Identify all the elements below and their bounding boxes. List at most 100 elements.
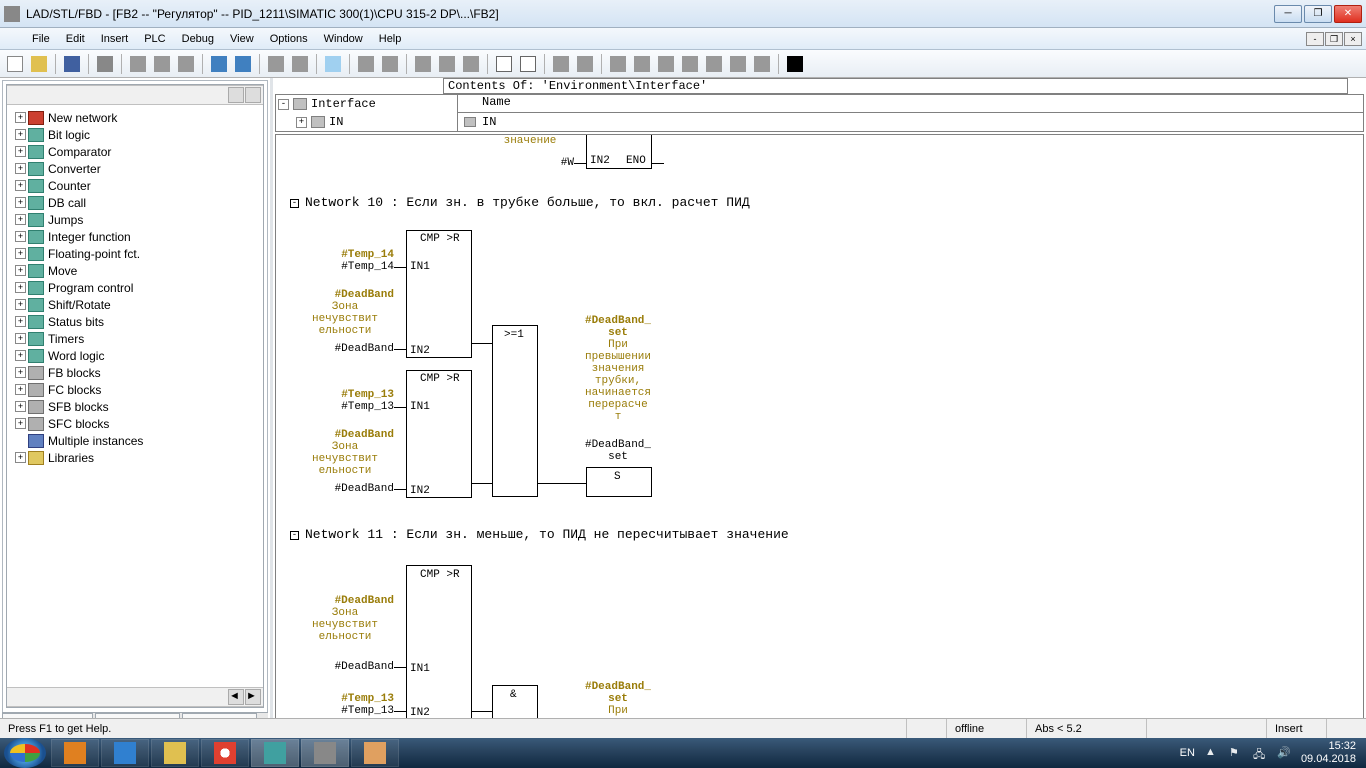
- tree-item-integer-function[interactable]: +Integer function: [9, 228, 261, 245]
- tb-el4[interactable]: [679, 53, 701, 75]
- tree-item-jumps[interactable]: +Jumps: [9, 211, 261, 228]
- tb-monitor[interactable]: [322, 53, 344, 75]
- task-ie[interactable]: [101, 739, 149, 767]
- tb-new[interactable]: [4, 53, 26, 75]
- tray-vol-icon[interactable]: 🔊: [1277, 746, 1291, 760]
- network-11-header[interactable]: -Network 11 : Если зн. меньше, то ПИД не…: [290, 527, 789, 542]
- tree-item-sfc-blocks[interactable]: +SFC blocks: [9, 415, 261, 432]
- iface-name-value[interactable]: IN: [482, 115, 496, 129]
- menu-insert[interactable]: Insert: [93, 31, 137, 47]
- tree-item-word-logic[interactable]: +Word logic: [9, 347, 261, 364]
- menu-window[interactable]: Window: [316, 31, 371, 47]
- mdi-minimize[interactable]: -: [1306, 32, 1324, 46]
- tree-item-program-control[interactable]: +Program control: [9, 279, 261, 296]
- left-tool-close[interactable]: [245, 87, 261, 103]
- tree-item-shift-rotate[interactable]: +Shift/Rotate: [9, 296, 261, 313]
- menu-edit[interactable]: Edit: [58, 31, 93, 47]
- tray-flag-icon[interactable]: ⚑: [1229, 746, 1243, 760]
- menu-options[interactable]: Options: [262, 31, 316, 47]
- tree-item-db-call[interactable]: +DB call: [9, 194, 261, 211]
- tb-el6[interactable]: [727, 53, 749, 75]
- tb-print[interactable]: [94, 53, 116, 75]
- tb-ref[interactable]: [379, 53, 401, 75]
- tree-item-converter[interactable]: +Converter: [9, 160, 261, 177]
- tb-el1[interactable]: [607, 53, 629, 75]
- tb-goto2[interactable]: [436, 53, 458, 75]
- tree-item-status-bits[interactable]: +Status bits: [9, 313, 261, 330]
- tb-copy[interactable]: [151, 53, 173, 75]
- tree-item-new-network[interactable]: +New network: [9, 109, 261, 126]
- mdi-close[interactable]: ×: [1344, 32, 1362, 46]
- tb-goto1[interactable]: [412, 53, 434, 75]
- task-simatic[interactable]: [251, 739, 299, 767]
- tray-clock[interactable]: 15:32 09.04.2018: [1301, 740, 1356, 766]
- tb-goto3[interactable]: [460, 53, 482, 75]
- task-chrome[interactable]: [201, 739, 249, 767]
- left-panel: +New network+Bit logic+Comparator+Conver…: [0, 78, 270, 738]
- cmp-box-1[interactable]: [406, 230, 472, 358]
- tree-item-fc-blocks[interactable]: +FC blocks: [9, 381, 261, 398]
- tb-net1[interactable]: [550, 53, 572, 75]
- menu-help[interactable]: Help: [371, 31, 410, 47]
- element-tree[interactable]: +New network+Bit logic+Comparator+Conver…: [7, 105, 263, 687]
- tb-upload[interactable]: [289, 53, 311, 75]
- tree-scroll-left[interactable]: ◄: [228, 689, 244, 705]
- task-explorer[interactable]: [151, 739, 199, 767]
- tb-el5[interactable]: [703, 53, 725, 75]
- tb-el7[interactable]: [751, 53, 773, 75]
- tb-net2[interactable]: [574, 53, 596, 75]
- tb-el2[interactable]: [631, 53, 653, 75]
- tray-arrow-icon[interactable]: ▲: [1205, 746, 1219, 760]
- tb-paste[interactable]: [175, 53, 197, 75]
- close-button[interactable]: ✕: [1334, 5, 1362, 23]
- iface-in[interactable]: IN: [329, 115, 343, 129]
- tray-net-icon[interactable]: 🖧: [1253, 746, 1267, 760]
- tb-symbol[interactable]: [355, 53, 377, 75]
- tb-open[interactable]: [28, 53, 50, 75]
- menu-file[interactable]: File: [24, 31, 58, 47]
- tree-item-libraries[interactable]: +Libraries: [9, 449, 261, 466]
- toolbar: [0, 50, 1366, 78]
- task-ladstl[interactable]: [301, 739, 349, 767]
- tree-scroll-right[interactable]: ►: [245, 689, 261, 705]
- tree-item-floating-point-fct-[interactable]: +Floating-point fct.: [9, 245, 261, 262]
- tb-view1[interactable]: [493, 53, 515, 75]
- menu-view[interactable]: View: [222, 31, 262, 47]
- tb-undo[interactable]: [208, 53, 230, 75]
- tree-item-multiple-instances[interactable]: Multiple instances: [9, 432, 261, 449]
- menu-plc[interactable]: PLC: [136, 31, 173, 47]
- tb-download[interactable]: [265, 53, 287, 75]
- task-wmp[interactable]: [51, 739, 99, 767]
- tree-item-move[interactable]: +Move: [9, 262, 261, 279]
- frag-w: #W: [526, 157, 574, 169]
- tree-item-comparator[interactable]: +Comparator: [9, 143, 261, 160]
- tb-el3[interactable]: [655, 53, 677, 75]
- minimize-button[interactable]: ─: [1274, 5, 1302, 23]
- menu-debug[interactable]: Debug: [174, 31, 222, 47]
- tree-item-timers[interactable]: +Timers: [9, 330, 261, 347]
- tree-item-fb-blocks[interactable]: +FB blocks: [9, 364, 261, 381]
- task-paint[interactable]: [351, 739, 399, 767]
- iface-root[interactable]: Interface: [311, 97, 376, 111]
- taskbar: EN ▲ ⚑ 🖧 🔊 15:32 09.04.2018: [0, 738, 1366, 768]
- tree-item-bit-logic[interactable]: +Bit logic: [9, 126, 261, 143]
- maximize-button[interactable]: ❐: [1304, 5, 1332, 23]
- status-offline: offline: [946, 719, 1026, 738]
- tb-cut[interactable]: [127, 53, 149, 75]
- system-tray[interactable]: EN ▲ ⚑ 🖧 🔊 15:32 09.04.2018: [1170, 740, 1366, 766]
- start-button[interactable]: [4, 738, 46, 768]
- cmp-box-2[interactable]: [406, 370, 472, 498]
- tb-help[interactable]: [784, 53, 806, 75]
- network-10-header[interactable]: -Network 10 : Если зн. в трубке больше, …: [290, 195, 750, 210]
- tree-item-sfb-blocks[interactable]: +SFB blocks: [9, 398, 261, 415]
- left-tool-1[interactable]: [228, 87, 244, 103]
- window-title: LAD/STL/FBD - [FB2 -- "Регулятор" -- PID…: [26, 7, 1274, 21]
- tb-save[interactable]: [61, 53, 83, 75]
- tb-view2[interactable]: [517, 53, 539, 75]
- fbd-canvas[interactable]: значение #W IN2 ENO -Network 10 : Если з…: [275, 134, 1364, 736]
- tb-redo[interactable]: [232, 53, 254, 75]
- tray-lang[interactable]: EN: [1180, 747, 1195, 759]
- tree-item-counter[interactable]: +Counter: [9, 177, 261, 194]
- or-box[interactable]: [492, 325, 538, 497]
- mdi-restore[interactable]: ❐: [1325, 32, 1343, 46]
